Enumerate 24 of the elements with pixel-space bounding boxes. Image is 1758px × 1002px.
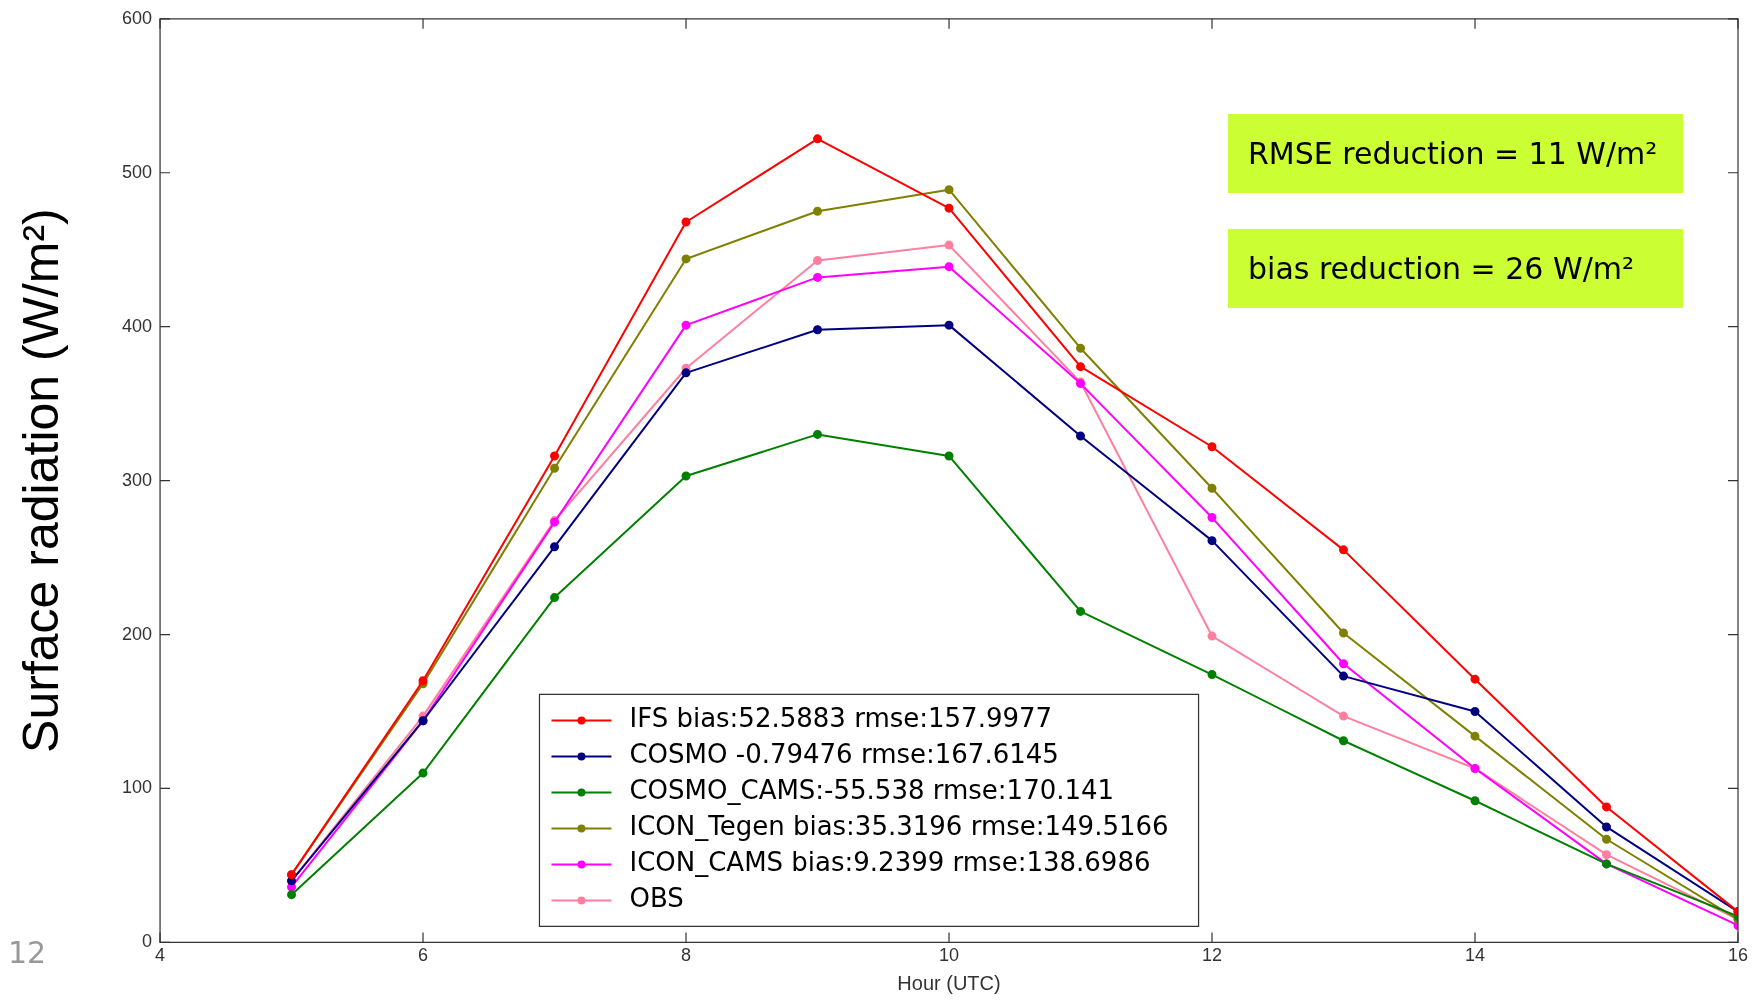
x-tick-label: 16 — [1727, 945, 1749, 966]
y-tick-label: 200 — [121, 623, 153, 644]
x-tick-label: 14 — [1464, 945, 1486, 966]
x-tick-label: 4 — [155, 945, 166, 966]
x-axis-title: Hour (UTC) — [897, 971, 1001, 994]
y-tick-label: 100 — [121, 777, 153, 798]
legend-label: COSMO -0.79476 rmse:167.6145 — [629, 739, 1059, 770]
annotation: bias reduction = 26 W/m² — [1228, 228, 1683, 308]
x-tick-label: 8 — [681, 945, 692, 966]
legend-label: IFS bias:52.5883 rmse:157.9977 — [629, 703, 1053, 734]
legend-label: OBS — [629, 883, 684, 914]
legend-label: ICON_CAMS bias:9.2399 rmse:138.6986 — [629, 847, 1151, 878]
x-tick-label: 6 — [418, 945, 429, 966]
y-tick-label: 400 — [121, 315, 153, 336]
y-tick-label: 300 — [121, 469, 153, 490]
annotation: RMSE reduction = 11 W/m² — [1228, 113, 1683, 193]
x-tick-label: 12 — [1202, 945, 1223, 966]
y-axis-title: Surface radiation (W/m²) — [12, 208, 69, 753]
legend-label: ICON_Tegen bias:35.3196 rmse:149.5166 — [629, 811, 1169, 842]
x-tick-label: 10 — [939, 945, 960, 966]
y-tick-label: 500 — [121, 161, 153, 182]
y-tick-label: 600 — [121, 7, 153, 28]
y-tick-label: 0 — [142, 931, 153, 952]
legend-label: COSMO_CAMS:-55.538 rmse:170.141 — [629, 775, 1115, 806]
